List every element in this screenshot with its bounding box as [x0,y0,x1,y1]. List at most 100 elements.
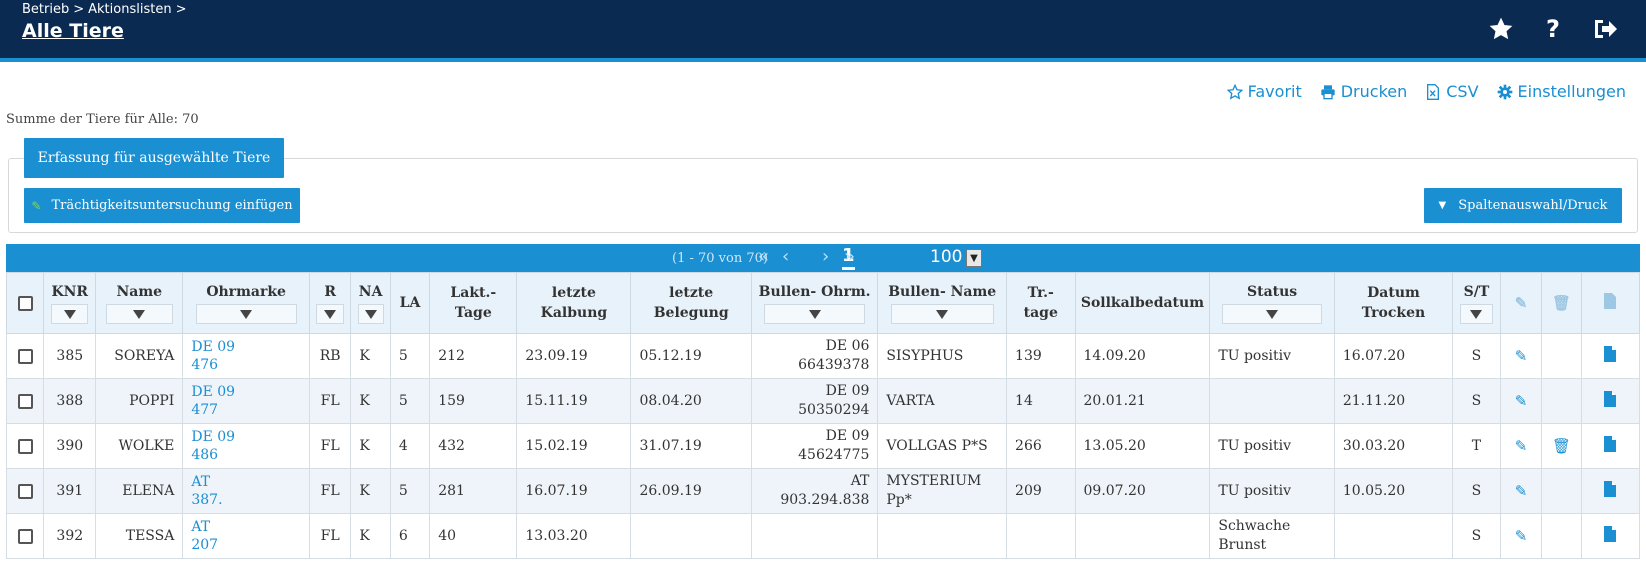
col-sollkalbedatum[interactable]: Sollkalbedatum [1074,272,1211,334]
edit-pencil-icon[interactable]: ✎ [1499,513,1543,559]
row-checkbox[interactable] [17,483,33,499]
document-icon[interactable] [1580,423,1641,469]
current-page[interactable]: 1 [842,245,855,270]
caret-down-icon: ▼ [1438,200,1447,211]
add-pregnancy-check-button[interactable]: ✎ Trächtigkeitsuntersuchung einfügen [24,188,300,223]
edit-pencil-icon[interactable]: ✎ [1499,333,1543,379]
star-icon[interactable] [1488,16,1514,42]
filter-icon[interactable] [316,304,345,324]
logout-icon[interactable] [1592,16,1618,42]
edit-pencil-icon[interactable]: ✎ [1499,378,1543,424]
datum-trocken-cell: 21.11.20 [1333,378,1454,424]
datum-trocken-cell: 30.03.20 [1333,423,1454,469]
col-datum-trocken[interactable]: Datum Trocken [1333,272,1454,334]
drucken-link[interactable]: Drucken [1320,82,1407,101]
row-checkbox[interactable] [17,348,33,364]
col-tr-tage[interactable]: Tr.- tage [1006,272,1076,334]
col-status[interactable]: Status [1209,272,1335,334]
ohrmarke-cell[interactable]: DE 09 477 [182,378,310,424]
document-icon[interactable] [1580,468,1641,514]
page-size-value[interactable]: 100 [930,247,963,267]
col-document-icon [1580,272,1641,334]
col-letzte-belegung[interactable]: letzte Belegung [630,272,752,334]
col-r[interactable]: R [308,272,352,334]
ohrmarke-cell[interactable]: DE 09 486 [182,423,310,469]
col-knr[interactable]: KNR [43,272,97,334]
name-cell: WOLKE [95,423,184,469]
ohrmarke-link-line2[interactable]: 387. [191,492,223,508]
col-edit-pencil-icon: ✎ [1499,272,1543,334]
letzte-kalbung-cell: 13.03.20 [516,513,632,559]
la-cell: 5 [389,333,431,379]
na-cell: K [350,513,391,559]
document-icon[interactable] [1580,513,1641,559]
column-selection-button[interactable]: ▼ Spaltenauswahl/Druck [1424,188,1622,223]
delete-trash-icon[interactable]: 🗑 [1541,423,1582,469]
ohrmarke-cell[interactable]: AT 387. [182,468,310,514]
csv-link[interactable]: CSV [1425,82,1479,101]
lakt-tage-cell: 212 [429,333,518,379]
filter-icon[interactable] [1459,304,1494,324]
filter-icon[interactable] [51,304,89,324]
row-checkbox[interactable] [17,393,33,409]
ohrmarke-link-line2[interactable]: 486 [191,447,219,463]
filter-icon[interactable] [105,304,173,324]
capture-selected-button[interactable]: Erfassung für ausgewählte Tiere [24,138,284,178]
ohrmarke-link-line2[interactable]: 476 [191,357,219,373]
document-icon[interactable] [1580,378,1641,424]
letzte-belegung-cell: 08.04.20 [630,378,752,424]
ohrmarke-link-line2[interactable]: 207 [191,537,219,553]
ohrmarke-link-line1[interactable]: DE 09 [191,339,236,355]
breadcrumb-item-betrieb[interactable]: Betrieb [22,2,70,17]
ohrmarke-link-line1[interactable]: AT [191,474,211,490]
first-page-icon[interactable]: « [758,246,770,267]
next-page-icon[interactable]: › [822,246,830,267]
na-cell: K [350,378,391,424]
table-row[interactable]: 385 SOREYA DE 09 476 RB K 5 212 23.09.19 05.12.19… [5,333,1641,379]
filter-icon[interactable] [890,304,994,324]
previous-page-icon[interactable]: ‹ [782,246,790,267]
ohrmarke-cell[interactable]: AT 207 [182,513,310,559]
table-row[interactable]: 388 POPPI DE 09 477 FL K 5 159 15.11.19 08.04.20 D… [5,378,1641,424]
col-bullen-name[interactable]: Bullen- Name [877,272,1008,334]
col-letzte-kalbung[interactable]: letzte Kalbung [516,272,632,334]
filter-icon[interactable] [195,304,297,324]
letzte-kalbung-cell: 15.11.19 [516,378,632,424]
col-ohrmarke[interactable]: Ohrmarke [182,272,310,334]
select-all-checkbox[interactable] [17,295,33,311]
col-na[interactable]: NA [350,272,391,334]
ohrmarke-link-line2[interactable]: 477 [191,402,219,418]
lakt-tage-cell: 432 [429,423,518,469]
table-row[interactable]: 390 WOLKE DE 09 486 FL K 4 432 15.02.19 31.07.19 D… [5,423,1641,469]
last-page-icon[interactable]: » [844,246,856,267]
col-lakt-tage[interactable]: Lakt.- Tage [429,272,518,334]
row-checkbox[interactable] [17,528,33,544]
col-la[interactable]: LA [389,272,431,334]
col-st[interactable]: S/T [1452,272,1501,334]
page-size-dropdown-icon[interactable]: ▼ [966,249,982,267]
document-icon[interactable] [1580,333,1641,379]
col-bullen-ohrm[interactable]: Bullen- Ohrm. [750,272,879,334]
filter-icon[interactable] [764,304,866,324]
knr-cell: 388 [43,378,97,424]
datum-trocken-cell: 16.07.20 [1333,333,1454,379]
einstellungen-link[interactable]: Einstellungen [1497,82,1626,101]
empty-action-cell [1541,333,1582,379]
table-row[interactable]: 391 ELENA AT 387. FL K 5 281 16.07.19 26.09.19 AT 9… [5,468,1641,514]
col-name[interactable]: Name [95,272,184,334]
favorit-link[interactable]: Favorit [1226,82,1302,101]
row-checkbox[interactable] [17,438,33,454]
ohrmarke-link-line1[interactable]: DE 09 [191,384,236,400]
edit-pencil-icon[interactable]: ✎ [1499,468,1543,514]
sollkalbedatum-cell: 14.09.20 [1074,333,1211,379]
filter-icon[interactable] [357,304,384,324]
breadcrumb-item-aktionslisten[interactable]: Aktionslisten [88,2,172,17]
ohrmarke-link-line1[interactable]: AT [191,519,211,535]
table-row[interactable]: 392 TESSA AT 207 FL K 6 40 13.03.20 Schwache Bruns… [5,513,1641,559]
filter-icon[interactable] [1222,304,1322,324]
edit-pencil-icon[interactable]: ✎ [1499,423,1543,469]
ohrmarke-cell[interactable]: DE 09 476 [182,333,310,379]
help-icon[interactable]: ? [1546,15,1560,43]
ohrmarke-link-line1[interactable]: DE 09 [191,429,236,445]
datum-trocken-cell: 10.05.20 [1333,468,1454,514]
